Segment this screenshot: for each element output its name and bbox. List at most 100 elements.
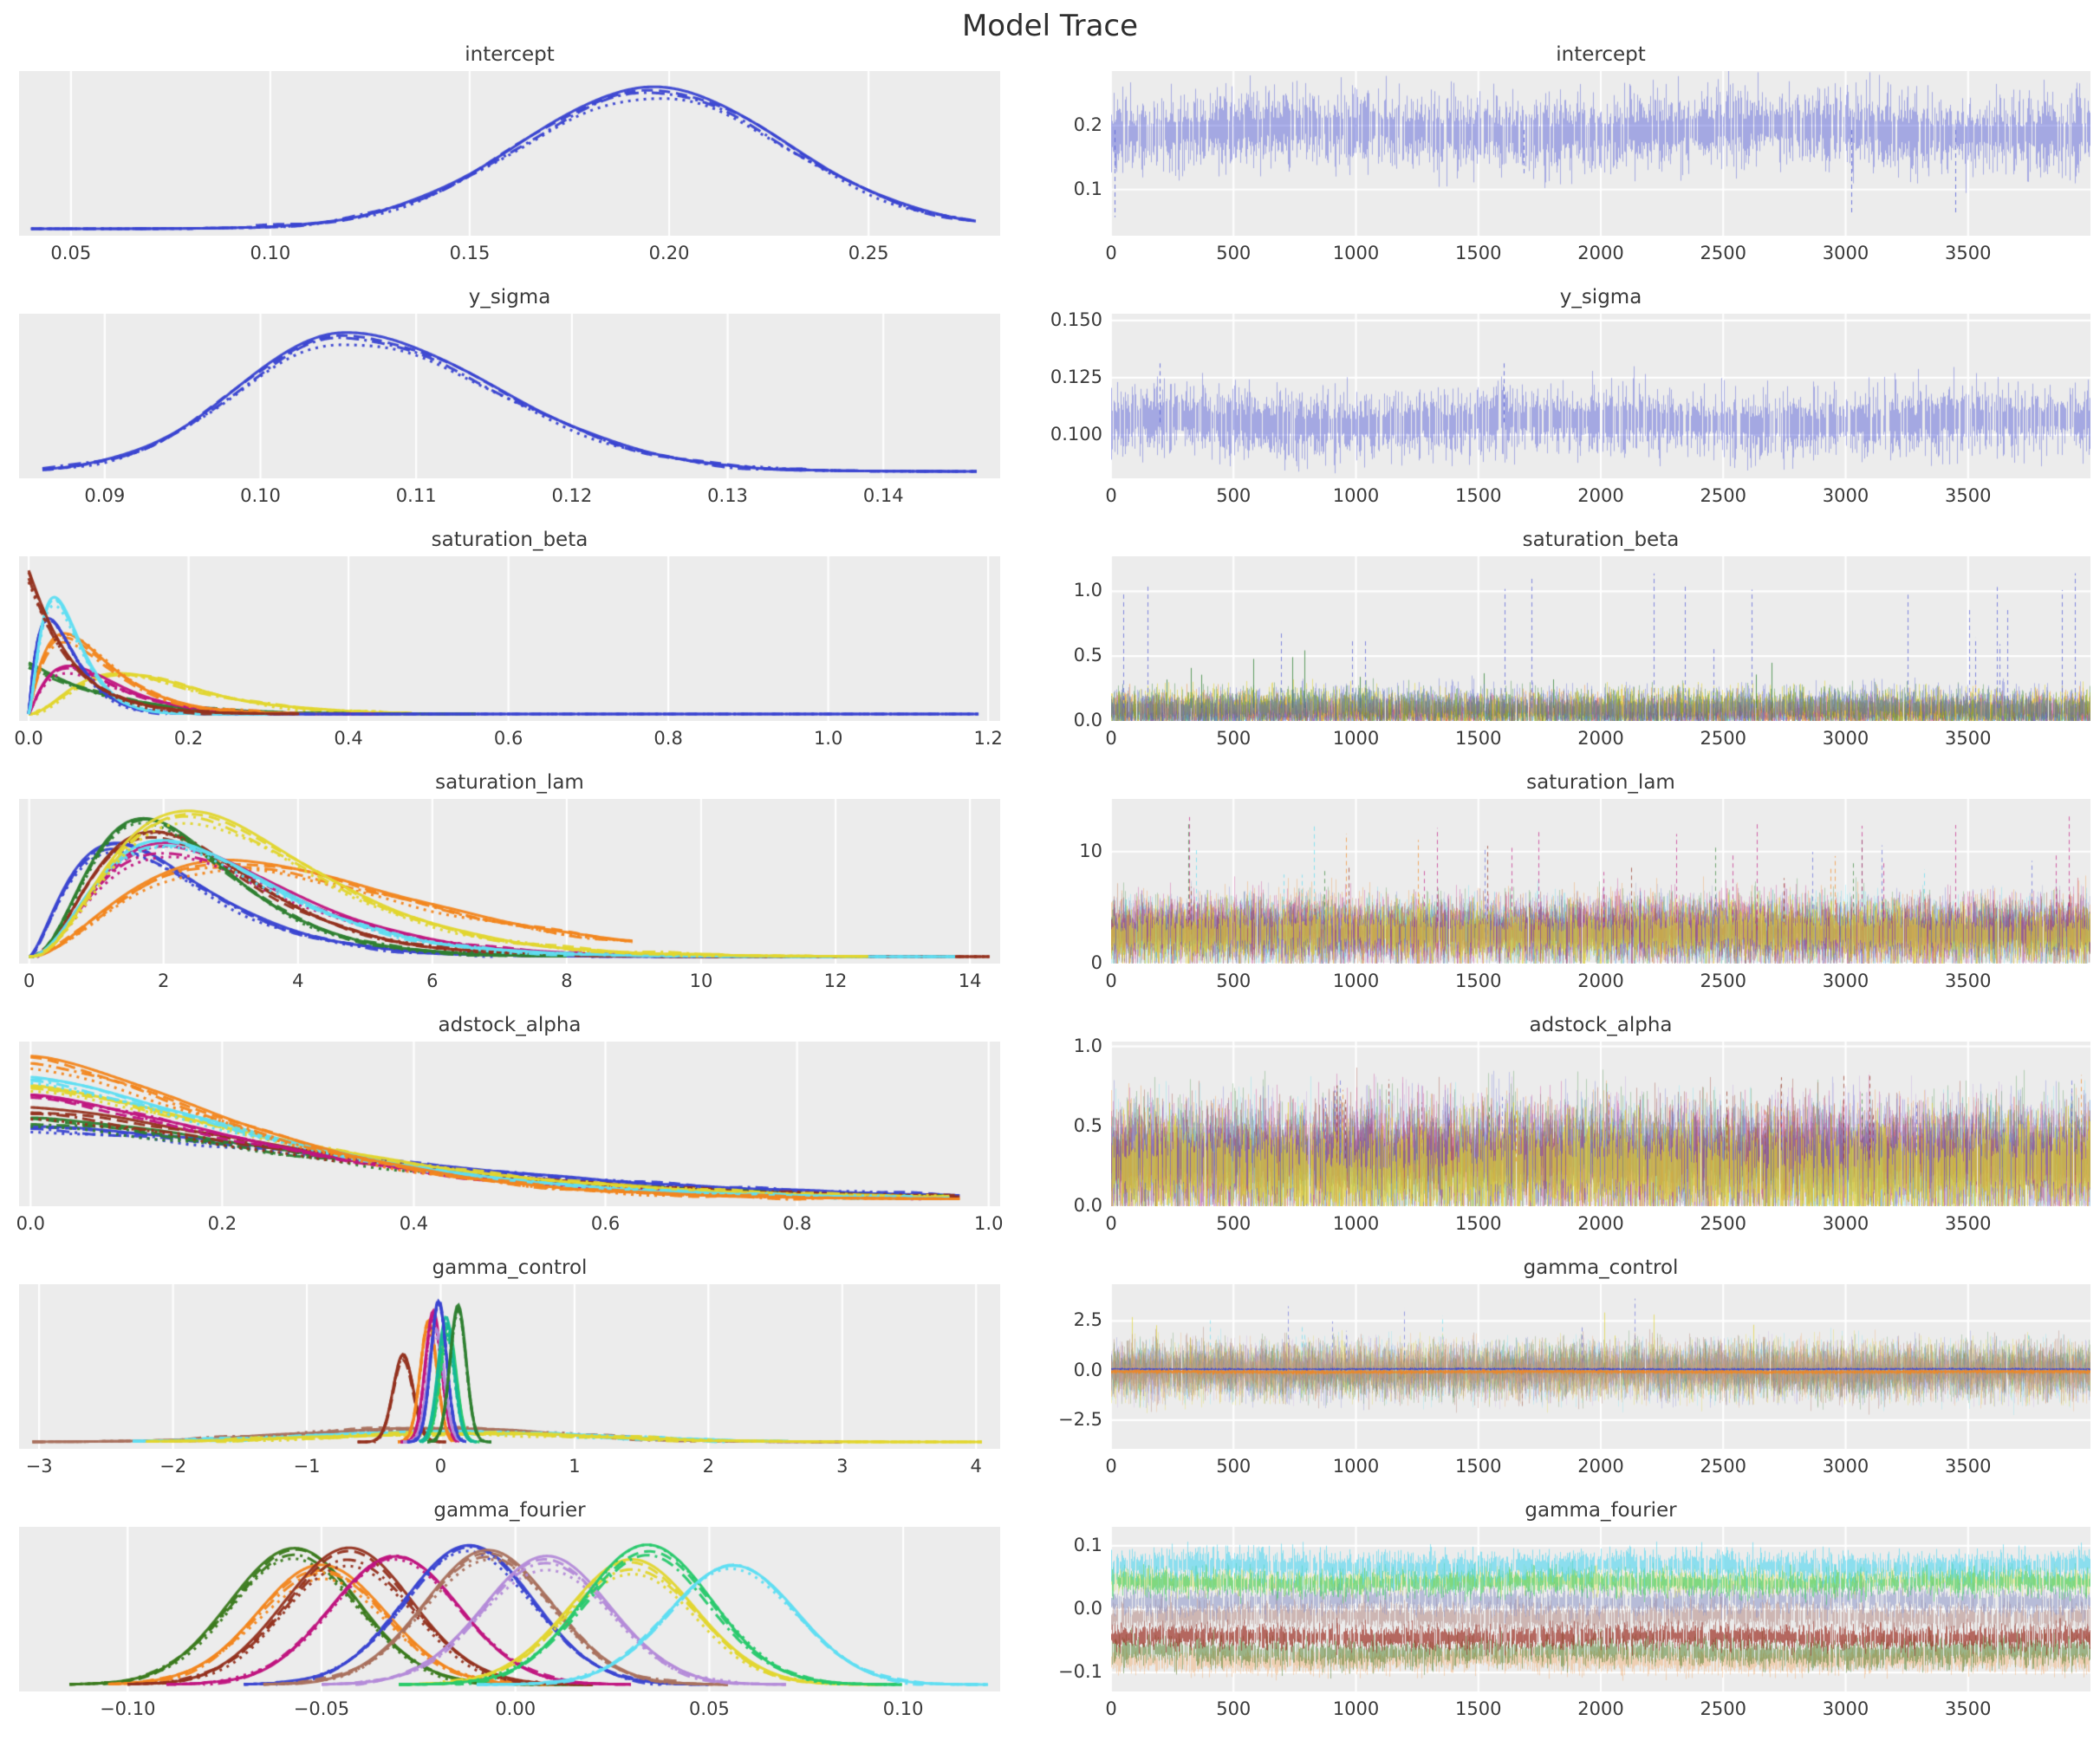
x-tick-label: 0	[1105, 1456, 1117, 1477]
x-tick-label: 3500	[1945, 243, 1992, 263]
row-saturation-lam: saturation_lam 0 2 4 6 8 10 12 14 saturation_la…	[0, 768, 2100, 1010]
x-tick-label: 2500	[1700, 1456, 1746, 1477]
saturation_lam-trace-canvas	[1111, 799, 2090, 964]
y-tick-label: 10	[1079, 840, 1102, 861]
x-tick-label: 14	[958, 971, 982, 991]
gamma-control-kde-plot: −3 −2 −1 0 1 2 3 4	[0, 1284, 1009, 1496]
saturation_beta-kde-canvas	[19, 556, 1000, 721]
x-tick-label: 1000	[1332, 728, 1380, 749]
y_sigma-trace-canvas	[1111, 314, 2090, 478]
x-tick-label: 2500	[1700, 243, 1746, 263]
gamma-control-kde-title: gamma_control	[432, 1256, 588, 1279]
x-tick-label: 2000	[1577, 485, 1624, 506]
y-sigma-trace-title: y_sigma	[1559, 286, 1642, 308]
y-tick-label: 0.0	[1073, 1195, 1102, 1216]
x-tick-label: 2000	[1577, 1456, 1624, 1477]
x-tick-label: 3000	[1822, 1456, 1869, 1477]
adstock_alpha-kde-canvas	[19, 1042, 1000, 1206]
x-tick-label: 0	[1105, 728, 1117, 749]
x-tick-label: 3500	[1945, 728, 1992, 749]
x-tick-label: 0.15	[449, 243, 491, 263]
x-tick-label: 2000	[1577, 243, 1624, 263]
x-tick-label: 2500	[1700, 728, 1746, 749]
row-y-sigma: y_sigma 0.09 0.10 0.11 0.12 0.13 0.14 y_sigma…	[0, 282, 2100, 525]
x-tick-label: 1500	[1455, 243, 1502, 263]
saturation-beta-kde-plot: 0.0 0.2 0.4 0.6 0.8 1.0 1.2	[0, 556, 1009, 768]
gamma-fourier-kde-title: gamma_fourier	[433, 1499, 586, 1522]
x-tick-label: 0.14	[862, 485, 904, 506]
gamma_fourier-trace-canvas	[1111, 1527, 2090, 1691]
saturation-beta-trace-plot: 0 500 1000 1500 2000 2500 3000 3500 1.0 0.5 0.0	[1009, 556, 2100, 768]
x-tick-label: 3000	[1822, 1698, 1869, 1719]
saturation-lam-kde-title: saturation_lam	[435, 771, 584, 794]
x-tick-label: 500	[1216, 1698, 1252, 1719]
x-tick-label: 1.0	[813, 728, 843, 749]
x-tick-label: 6	[426, 971, 439, 991]
intercept-trace-plot: 0 500 1000 1500 2000 2500 3000 3500 0.2 0.1	[1009, 71, 2100, 282]
x-tick-label: 500	[1216, 1456, 1252, 1477]
x-tick-label: 0.00	[495, 1698, 536, 1719]
gamma_fourier-kde-canvas	[19, 1527, 1000, 1691]
adstock-alpha-kde-title: adstock_alpha	[438, 1014, 582, 1036]
x-tick-label: 2000	[1577, 1213, 1624, 1234]
y-tick-label: 0.0	[1073, 1598, 1102, 1619]
x-tick-label: 500	[1216, 485, 1252, 506]
x-tick-label: 0.2	[173, 728, 204, 749]
y_sigma-kde-canvas	[19, 314, 1000, 478]
x-tick-label: 0.6	[493, 728, 523, 749]
y-tick-label: 1.0	[1073, 580, 1102, 601]
y-tick-label: 0.1	[1073, 178, 1102, 199]
x-tick-label: 1500	[1455, 1456, 1502, 1477]
x-tick-label: 3000	[1822, 728, 1869, 749]
row-saturation-beta: saturation_beta 0.0 0.2 0.4 0.6 0.8 1.0 1.2 sa…	[0, 525, 2100, 768]
x-tick-label: 4	[292, 971, 304, 991]
adstock-alpha-trace-plot: 0 500 1000 1500 2000 2500 3000 3500 1.0 0.5 0.0	[1009, 1036, 2100, 1253]
saturation-lam-trace-plot: 0 500 1000 1500 2000 2500 3000 3500 10 0	[1009, 799, 2100, 1010]
x-tick-label: 1	[569, 1456, 581, 1477]
x-tick-label: 3	[836, 1456, 848, 1477]
x-tick-label: 1000	[1332, 485, 1380, 506]
x-tick-label: 0	[1105, 1213, 1117, 1234]
x-tick-label: 0.10	[240, 485, 281, 506]
x-tick-label: 1500	[1455, 1698, 1502, 1719]
x-tick-label: 0.0	[14, 728, 43, 749]
y-sigma-kde-plot: 0.09 0.10 0.11 0.12 0.13 0.14	[0, 314, 1009, 525]
x-tick-label: 4	[970, 1456, 982, 1477]
x-tick-label: 500	[1216, 971, 1252, 991]
intercept-trace-canvas	[1111, 71, 2090, 236]
x-tick-label: 2500	[1700, 1213, 1746, 1234]
x-tick-label: 1500	[1455, 971, 1502, 991]
x-tick-label: 2000	[1577, 1698, 1624, 1719]
x-tick-label: 3500	[1945, 971, 1992, 991]
y-tick-label: 2.5	[1073, 1309, 1102, 1331]
y-tick-label: 0.0	[1073, 1359, 1102, 1380]
x-tick-label: −3	[25, 1456, 53, 1477]
x-tick-label: 2	[158, 971, 170, 991]
x-tick-label: 1000	[1332, 971, 1380, 991]
y-sigma-trace-plot: 0 500 1000 1500 2000 2500 3000 3500 0.150 0.125 0.…	[1009, 309, 2100, 525]
x-tick-label: 1.2	[973, 728, 1003, 749]
x-tick-label: 0.20	[648, 243, 690, 263]
x-tick-label: −1	[293, 1456, 321, 1477]
x-tick-label: 2500	[1700, 485, 1746, 506]
row-adstock-alpha: adstock_alpha 0.0 0.2 0.4 0.6 0.8 1.0 adstock…	[0, 1010, 2100, 1253]
x-tick-label: 0.05	[689, 1698, 730, 1719]
x-tick-label: 0.13	[707, 485, 748, 506]
x-tick-label: 0.10	[250, 243, 291, 263]
y-sigma-kde-title: y_sigma	[468, 286, 551, 308]
x-tick-label: −0.05	[293, 1698, 350, 1719]
y-tick-label: 1.0	[1073, 1035, 1102, 1056]
adstock-alpha-trace-title: adstock_alpha	[1529, 1014, 1673, 1036]
x-tick-label: 500	[1216, 728, 1252, 749]
gamma_control-trace-canvas	[1111, 1284, 2090, 1449]
x-tick-label: 8	[561, 971, 573, 991]
y-tick-label: 0.2	[1073, 114, 1102, 135]
x-tick-label: 0.2	[207, 1213, 237, 1234]
x-tick-label: 2000	[1577, 971, 1624, 991]
y-tick-label: 0.0	[1073, 710, 1102, 730]
x-tick-label: 0	[1105, 243, 1117, 263]
x-tick-label: 2	[702, 1456, 715, 1477]
y-tick-label: −2.5	[1058, 1408, 1102, 1430]
row-gamma-fourier: gamma_fourier −0.10 −0.05 0.00 0.05 0.10 gam…	[0, 1496, 2100, 1738]
x-tick-label: 3500	[1945, 485, 1992, 506]
